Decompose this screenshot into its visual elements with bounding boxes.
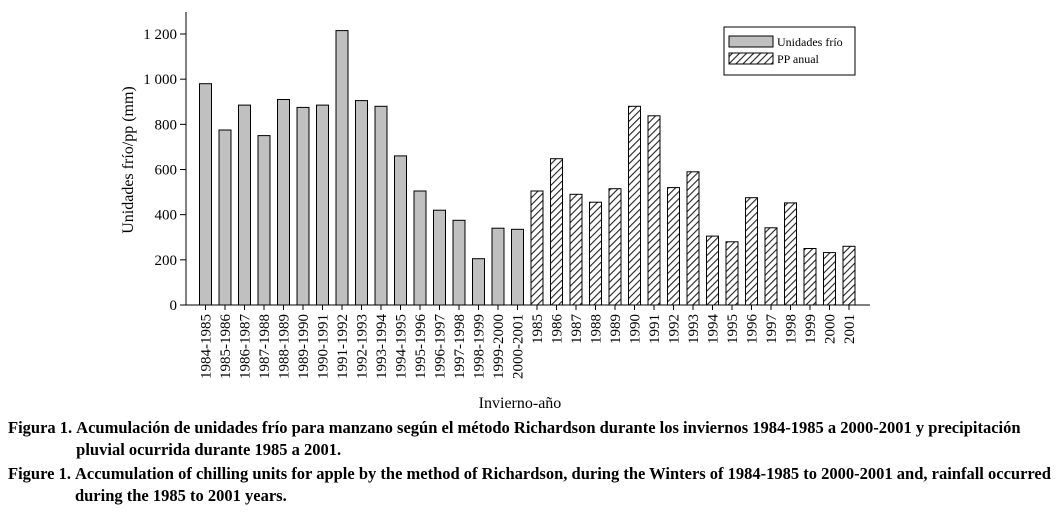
x-tick-label-1984-1985: 1984-1985	[199, 314, 215, 379]
bar-unidades-frio-1984-1985	[199, 83, 212, 306]
bar-pp-anual-1985	[530, 190, 544, 306]
x-tick-label-1989: 1989	[608, 314, 624, 344]
x-tick-label-1997-1998: 1997-1998	[452, 314, 468, 379]
bar-pp-anual-1988	[589, 201, 602, 306]
x-tick-label-1996-1997: 1996-1997	[433, 314, 449, 379]
bar-unidades-frio-1997-1998	[452, 219, 466, 306]
bar-pp-anual-2000	[823, 252, 836, 306]
caption-spanish-text: Acumulación de unidades frío para manzan…	[76, 418, 1021, 459]
x-axis-title: Invierno-año	[479, 395, 562, 412]
bar-unidades-frio-1987-1988	[257, 135, 271, 306]
x-tick-label-1992: 1992	[667, 314, 683, 344]
bar-unidades-frio-1985-1986	[218, 129, 232, 306]
x-tick-label-1994: 1994	[706, 314, 722, 345]
x-tick-label-1990-1991: 1990-1991	[316, 314, 332, 379]
x-tick-label-1995-1996: 1995-1996	[413, 314, 429, 379]
legend-swatch-pp-anual	[728, 52, 774, 65]
bar-pp-anual-1997	[764, 227, 778, 306]
x-tick-label-1992-1993: 1992-1993	[355, 314, 371, 379]
chart-area: 0 200 400 600 800 1 000 1 200 1984-1985 1985-19…	[120, 12, 870, 412]
legend-box	[723, 26, 856, 76]
bar-unidades-frio-1996-1997	[433, 209, 446, 306]
y-tick-label-800: 800	[155, 117, 178, 133]
bar-unidades-frio-2000-2001	[511, 228, 524, 306]
bar-pp-anual-1986	[550, 158, 563, 306]
bar-unidades-frio-1999-2000	[491, 227, 505, 306]
bar-unidades-frio-1993-1994	[374, 105, 388, 306]
bar-unidades-frio-1995-1996	[413, 190, 427, 306]
legend-label-unidades-frio: Unidades frío	[777, 35, 843, 49]
x-ticks: 1984-1985 1985-1986 1986-1987 1987-1988 1988…	[199, 305, 858, 379]
legend-swatch-unidades-frio	[728, 35, 774, 48]
legend: Unidades frío PP anual	[723, 26, 856, 76]
bar-unidades-frio-1988-1989	[277, 99, 290, 306]
caption-spanish-label: Figura 1.	[8, 418, 73, 437]
y-tick-label-200: 200	[155, 253, 178, 269]
bars-layer	[199, 30, 856, 306]
caption-english-text: Accumulation of chilling units for apple…	[74, 464, 1051, 505]
axes-layer	[185, 12, 870, 306]
bar-pp-anual-1992	[667, 187, 680, 306]
x-tick-label-1985: 1985	[530, 314, 546, 344]
caption-spanish: Figura 1. Acumulación de unidades frío p…	[8, 417, 1060, 461]
x-tick-label-1993: 1993	[686, 314, 702, 344]
bar-pp-anual-1998	[784, 202, 797, 306]
bar-unidades-frio-1986-1987	[238, 104, 251, 306]
x-tick-label-1991: 1991	[647, 314, 663, 344]
x-tick-label-1999: 1999	[803, 314, 819, 344]
y-tick-label-600: 600	[155, 163, 178, 179]
x-tick-label-1987: 1987	[569, 314, 585, 345]
bar-pp-anual-1987	[569, 193, 583, 306]
caption-english: Figure 1. Accumulation of chilling units…	[8, 463, 1060, 507]
bar-pp-anual-1996	[745, 197, 758, 306]
caption-english-label: Figure 1.	[8, 464, 71, 483]
y-tick-label-400: 400	[155, 208, 178, 224]
x-tick-label-1999-2000: 1999-2000	[491, 314, 507, 379]
y-tick-label-0: 0	[170, 298, 178, 314]
x-tick-label-1987-1988: 1987-1988	[257, 314, 273, 379]
x-tick-label-1988: 1988	[589, 314, 605, 344]
bar-pp-anual-1989	[608, 188, 622, 306]
x-tick-label-1985-1986: 1985-1986	[218, 314, 234, 379]
x-tick-label-1989-1990: 1989-1990	[296, 314, 312, 379]
bar-pp-anual-1993	[686, 171, 700, 306]
x-tick-label-1986: 1986	[550, 314, 566, 345]
bar-unidades-frio-1998-1999	[472, 258, 485, 306]
x-tick-label-1995: 1995	[725, 314, 741, 344]
y-tick-label-1200: 1 200	[143, 27, 177, 43]
x-tick-label-1996: 1996	[745, 314, 761, 345]
x-tick-label-1988-1989: 1988-1989	[277, 314, 293, 379]
bar-pp-anual-1990	[628, 105, 641, 306]
x-tick-label-1998: 1998	[784, 314, 800, 344]
legend-label-pp-anual: PP anual	[777, 52, 820, 66]
bar-unidades-frio-1989-1990	[296, 106, 310, 306]
x-tick-label-2000: 2000	[823, 314, 839, 344]
bar-pp-anual-1995	[725, 241, 739, 306]
x-tick-label-1991-1992: 1991-1992	[335, 314, 351, 379]
bar-pp-anual-1999	[803, 248, 817, 306]
bar-unidades-frio-1992-1993	[355, 100, 368, 306]
y-tick-label-1000: 1 000	[143, 72, 177, 88]
x-tick-label-1998-1999: 1998-1999	[472, 314, 488, 379]
x-tick-label-2000-2001: 2000-2001	[511, 314, 527, 379]
bar-unidades-frio-1990-1991	[316, 104, 329, 306]
bar-pp-anual-1994	[706, 235, 719, 306]
x-tick-label-1997: 1997	[764, 314, 780, 345]
y-axis-title: Unidades frío/pp (mm)	[120, 86, 137, 234]
x-tick-label-1990: 1990	[628, 314, 644, 344]
x-tick-label-2001: 2001	[842, 314, 858, 344]
bar-pp-anual-1991	[647, 115, 661, 306]
bar-pp-anual-2001	[842, 245, 856, 306]
x-tick-label-1994-1995: 1994-1995	[394, 314, 410, 379]
x-tick-label-1993-1994: 1993-1994	[374, 314, 390, 379]
x-tick-label-1986-1987: 1986-1987	[238, 314, 254, 379]
bar-unidades-frio-1991-1992	[335, 30, 349, 306]
y-ticks: 0 200 400 600 800 1 000 1 200	[143, 27, 186, 314]
bar-unidades-frio-1994-1995	[394, 155, 407, 306]
